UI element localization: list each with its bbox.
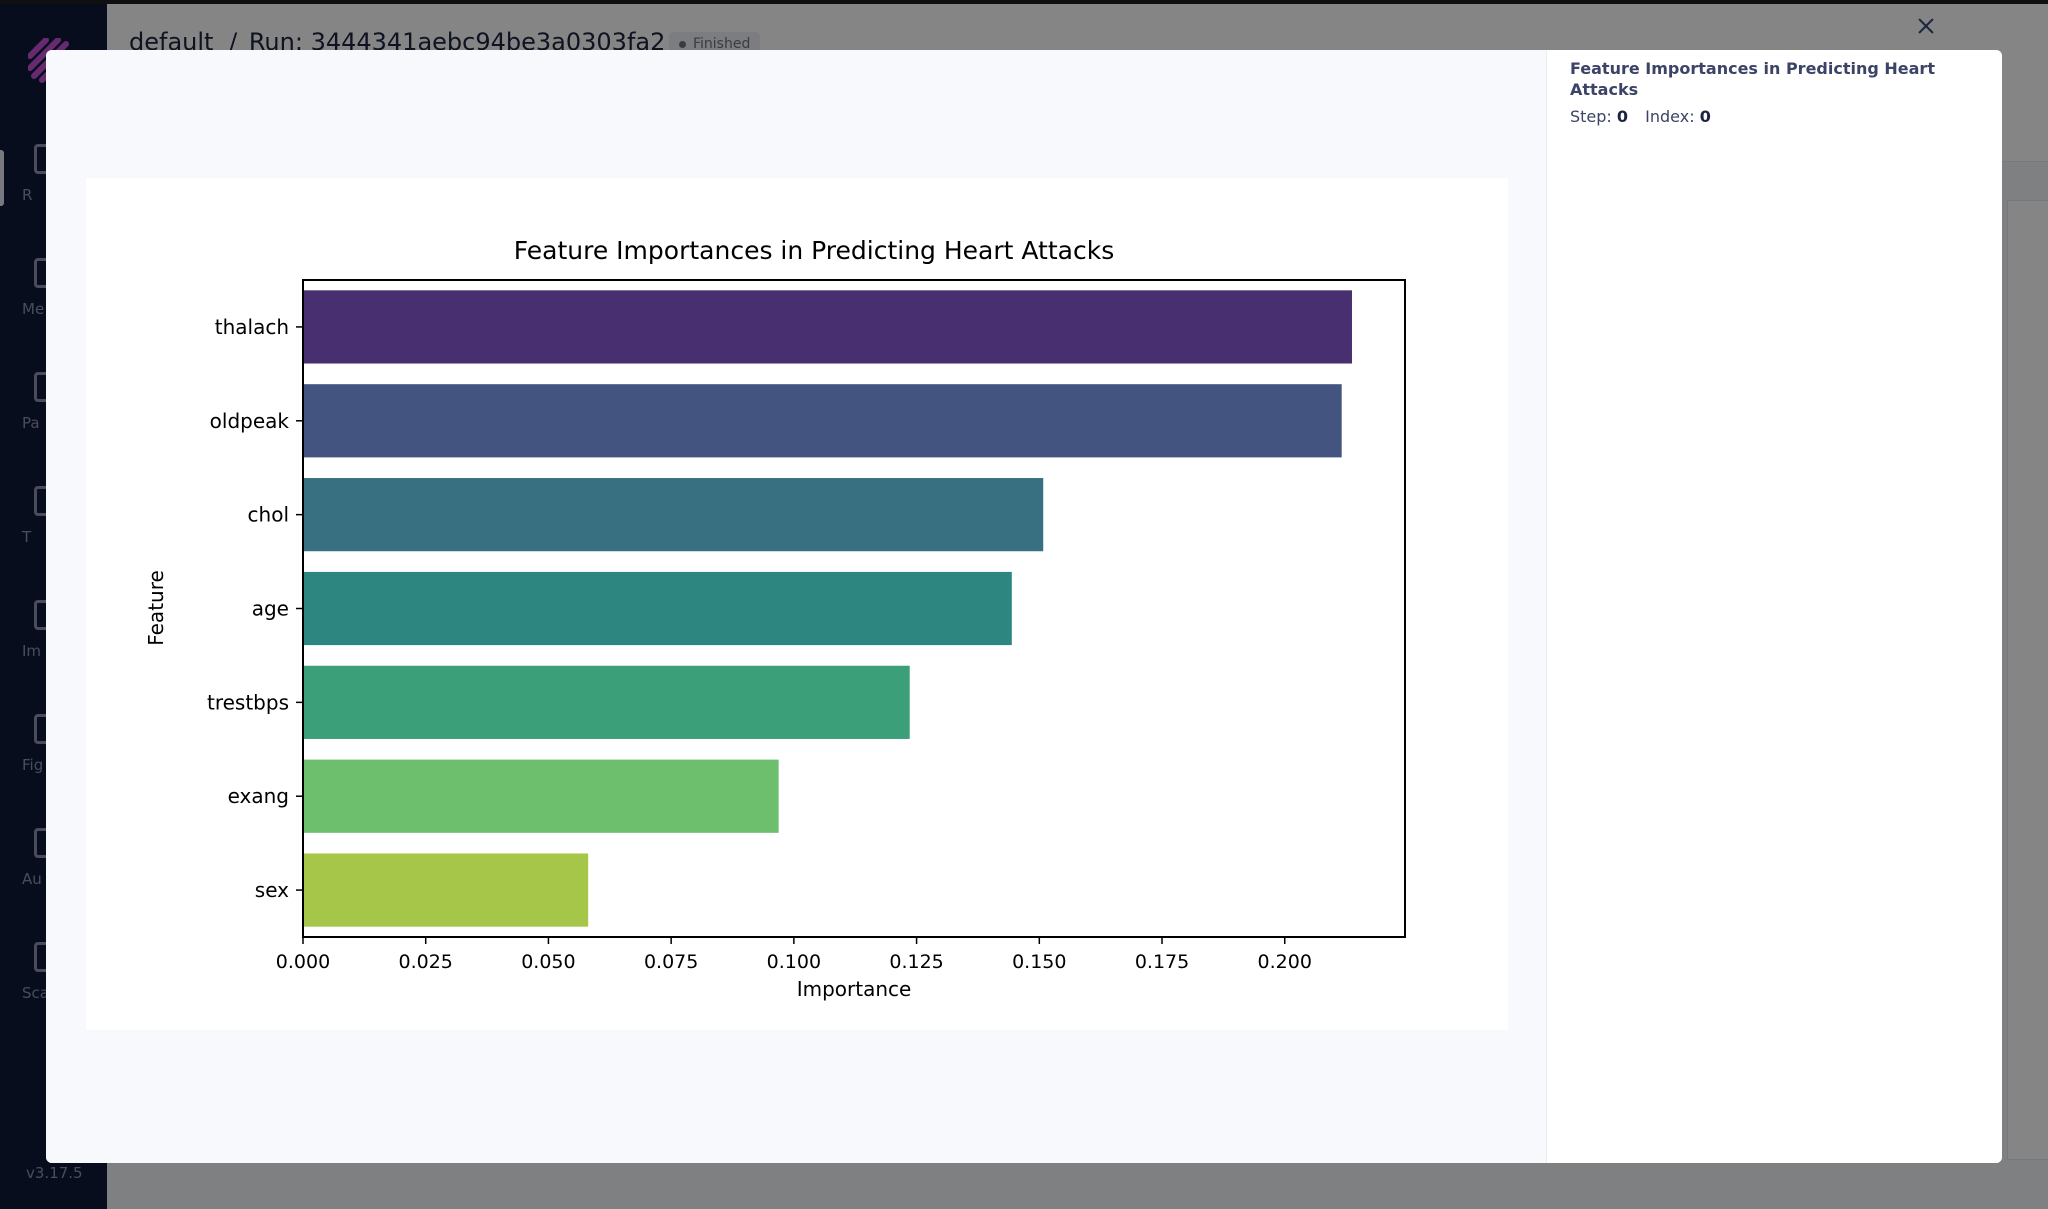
feature-importance-chart: Feature Importances in Predicting Heart … — [144, 236, 1406, 1001]
step-value: 0 — [1616, 107, 1629, 126]
y-tick-label: thalach — [215, 315, 289, 339]
sidebar-item-label: T — [22, 528, 32, 546]
bar-oldpeak — [303, 384, 1342, 458]
x-tick-label: 0.050 — [521, 951, 575, 973]
x-tick-label: 0.000 — [276, 951, 330, 973]
y-tick-label: oldpeak — [210, 409, 290, 433]
bar-age — [303, 571, 1012, 646]
sidebar-item-label: Im — [22, 642, 42, 660]
x-tick-label: 0.100 — [767, 951, 821, 973]
y-axis-label: Feature — [144, 570, 168, 646]
step-label: Step: — [1570, 107, 1612, 126]
breadcrumb-separator: / — [229, 28, 238, 56]
x-tick-label: 0.200 — [1258, 951, 1312, 973]
chart-title: Feature Importances in Predicting Heart … — [514, 236, 1114, 265]
x-tick-label: 0.025 — [399, 951, 453, 973]
bar-exang — [303, 759, 779, 833]
bar-trestbps — [303, 665, 910, 739]
sidebar-item-label: Fig — [22, 756, 44, 774]
figure-details-title: Feature Importances in Predicting Heart … — [1570, 59, 1935, 99]
y-tick-label: age — [252, 597, 289, 621]
close-icon[interactable] — [1910, 10, 1942, 42]
sidebar-item-label: R — [22, 186, 33, 204]
figure-viewer: Feature Importances in Predicting Heart … — [46, 50, 1546, 1163]
y-tick-label: exang — [228, 784, 289, 808]
index-label: Index: — [1645, 107, 1695, 126]
bar-sex — [303, 853, 589, 927]
sidebar-item-label: Me — [22, 300, 45, 318]
sidebar-item-label: Sca — [22, 984, 49, 1002]
bar-chol — [303, 478, 1044, 552]
figure-container: Feature Importances in Predicting Heart … — [86, 178, 1508, 1030]
index-value: 0 — [1699, 107, 1711, 126]
x-tick-label: 0.075 — [644, 951, 698, 973]
figure-details-meta: Step: 0 Index: 0 — [1570, 107, 1711, 126]
x-tick-label: 0.150 — [1012, 951, 1066, 973]
window-top-edge — [0, 0, 2048, 4]
x-tick-label: 0.125 — [889, 951, 943, 973]
figure-details-panel — [1546, 50, 2002, 1163]
bar-thalach — [303, 290, 1352, 364]
y-tick-label: sex — [255, 878, 289, 902]
x-tick-label: 0.175 — [1135, 951, 1189, 973]
app-logo-icon — [28, 38, 70, 83]
content-card — [2007, 200, 2048, 1160]
y-tick-label: chol — [248, 503, 289, 527]
sidebar-active-indicator — [0, 150, 4, 206]
sidebar-item-label: Au — [22, 870, 42, 888]
y-tick-label: trestbps — [207, 690, 289, 714]
app-version: v3.17.5 — [26, 1164, 83, 1182]
sidebar-item-label: Pa — [22, 414, 40, 432]
figure-modal: Feature Importances in Predicting Heart … — [46, 50, 2002, 1163]
x-axis-label: Importance — [797, 977, 912, 1001]
